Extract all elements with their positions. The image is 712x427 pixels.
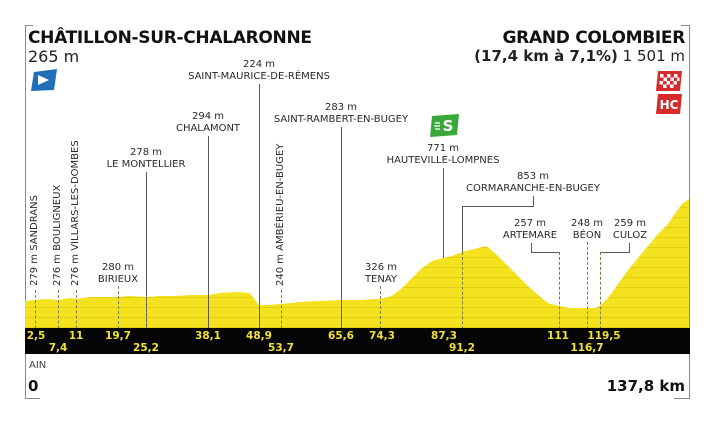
leader-cormaranche xyxy=(462,206,463,252)
km-label: 7,4 xyxy=(48,342,68,354)
start-town-title: CHÂTILLON-SUR-CHALARONNE xyxy=(28,28,312,48)
chart-frame-left-tick xyxy=(25,25,33,26)
finish-climb-info: (17,4 km à 7,1%) 1 501 m xyxy=(474,47,685,65)
waypoint-label-le-montellier: 278 m LE MONTELLIER xyxy=(106,147,186,170)
start-altitude: 265 m xyxy=(28,47,80,66)
km-label: 65,6 xyxy=(328,330,354,342)
waypoint-label-saint-rambert: 283 m SAINT-RAMBERT-EN-BUGEY xyxy=(273,102,409,125)
km-label: 74,3 xyxy=(369,330,395,342)
marker-line-beon xyxy=(587,242,588,354)
leader-culoz-h xyxy=(600,252,629,253)
marker-line-amberieu xyxy=(281,290,282,354)
marker-line-bouligneux xyxy=(58,290,59,354)
km-label: 91,2 xyxy=(449,342,475,354)
distance-end: 137,8 km xyxy=(606,377,685,395)
marker-line-sandrans xyxy=(35,290,36,354)
leader-hauteville xyxy=(443,168,444,258)
waypoint-label-chalamont: 294 m CHALAMONT xyxy=(175,111,241,134)
svg-text:S: S xyxy=(443,117,454,135)
hc-category-icon: HC xyxy=(655,94,683,114)
km-label: 19,7 xyxy=(105,330,131,342)
waypoint-label-culoz: 259 m CULOZ xyxy=(612,218,648,241)
start-flag-icon xyxy=(30,68,58,92)
waypoint-label-bouligneux: 276 m BOULIGNEUX xyxy=(52,184,63,286)
leader-cormaranche-h xyxy=(462,206,534,207)
km-label: 11 xyxy=(68,330,84,342)
chart-frame-left-bottom-tick xyxy=(25,398,40,399)
marker-line-tenay xyxy=(380,286,381,354)
km-label: 25,2 xyxy=(133,342,159,354)
intermediate-sprint-icon: S xyxy=(429,114,460,137)
waypoint-label-sandrans: 279 m SANDRANS xyxy=(29,195,40,286)
waypoint-label-amberieu: 240 m AMBÉRIEU-EN-BUGEY xyxy=(275,143,286,286)
region-label: AIN xyxy=(29,360,47,371)
svg-text:HC: HC xyxy=(660,98,679,112)
km-label: 116,7 xyxy=(570,342,604,354)
marker-line-le-montellier xyxy=(146,296,147,354)
waypoint-label-villars: 276 m VILLARS-LES-DOMBES xyxy=(70,140,81,286)
waypoint-label-birieux: 280 m BIRIEUX xyxy=(97,262,139,285)
waypoint-label-saint-maurice: 224 m SAINT-MAURICE-DE-RÉMENS xyxy=(188,59,330,82)
chart-frame-right-bottom-tick xyxy=(674,398,689,399)
km-label: 111 xyxy=(547,330,569,342)
waypoint-label-tenay: 326 m TENAY xyxy=(364,262,398,285)
leader-le-montellier xyxy=(146,172,147,328)
waypoint-label-beon: 248 m BÉON xyxy=(570,218,604,241)
km-label: 2,5 xyxy=(26,330,46,342)
finish-town-title: GRAND COLOMBIER xyxy=(502,28,686,48)
chart-frame-right-bottom xyxy=(689,354,690,399)
leader-culoz-up xyxy=(629,243,630,253)
chart-frame-left-bottom xyxy=(25,354,26,399)
km-label: 53,7 xyxy=(268,342,294,354)
marker-line-artemare xyxy=(559,252,560,354)
leader-saint-rambert xyxy=(341,127,342,328)
finish-altitude: 1 501 m xyxy=(622,47,685,65)
waypoint-label-hauteville: 771 m HAUTEVILLE-LOMPNES xyxy=(386,143,500,166)
waypoint-label-cormaranche: 853 m CORMARANCHE-EN-BUGEY xyxy=(466,171,600,194)
km-label: 87,3 xyxy=(431,330,457,342)
distance-start: 0 xyxy=(28,377,39,395)
km-label: 48,9 xyxy=(246,330,272,342)
profile-area xyxy=(25,199,689,328)
marker-line-cormaranche xyxy=(462,252,463,354)
leader-artemare-up xyxy=(531,243,532,253)
chart-frame-right-tick xyxy=(681,25,689,26)
finish-checkered-icon xyxy=(655,70,683,92)
chart-frame-right xyxy=(689,25,690,328)
km-label: 38,1 xyxy=(195,330,221,342)
marker-line-villars xyxy=(76,290,77,354)
km-band xyxy=(25,328,690,354)
finish-climb-stats: (17,4 km à 7,1%) xyxy=(474,47,618,65)
waypoint-label-artemare: 257 m ARTEMARE xyxy=(502,218,558,241)
chart-frame-left xyxy=(25,25,26,328)
km-label: 119,5 xyxy=(587,330,621,342)
leader-saint-maurice xyxy=(259,84,260,328)
leader-chalamont xyxy=(208,136,209,328)
marker-line-culoz xyxy=(600,252,601,354)
leader-artemare-h xyxy=(531,252,560,253)
marker-line-birieux xyxy=(118,286,119,354)
leader-cormaranche-up xyxy=(533,196,534,206)
